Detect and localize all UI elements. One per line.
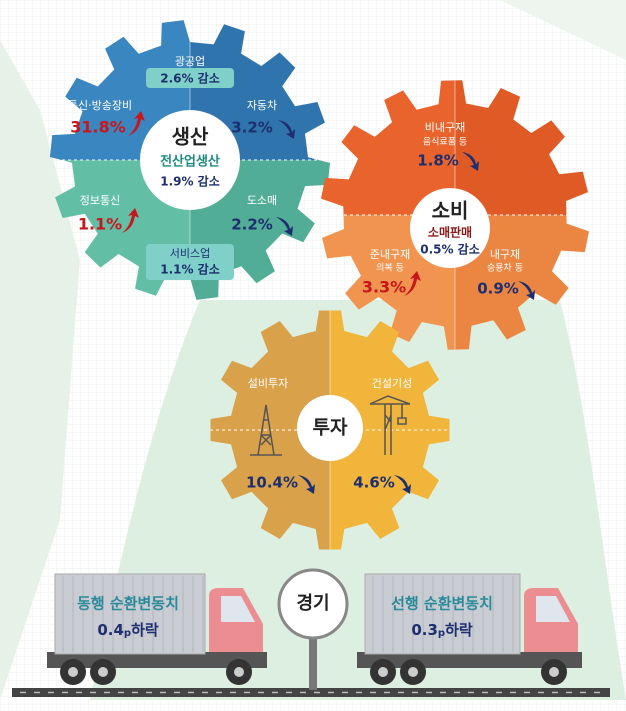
summary-label: 전산업생산: [160, 154, 220, 170]
unit: p: [124, 628, 131, 639]
economy-sign: 경기: [277, 568, 349, 690]
hub: [297, 395, 363, 461]
value: 2.6% 감소: [160, 71, 220, 86]
hub: [234, 667, 244, 677]
production-panel: 생산 전산업생산 1.9% 감소 광공업 2.6% 감소 통신·방송장비 31.…: [68, 55, 295, 280]
hub: [378, 667, 388, 677]
up-arrow: [404, 271, 421, 296]
label: 준내구재: [370, 248, 410, 261]
hub: [98, 667, 108, 677]
value: 1.8%: [417, 152, 459, 170]
title: 투자: [313, 417, 348, 439]
value: 0.9%: [477, 280, 519, 298]
label: 동행 순환변동치: [77, 595, 179, 613]
label: 서비스업: [170, 247, 210, 260]
sign: [277, 568, 349, 640]
title: 생산: [172, 125, 209, 149]
change: 하락: [445, 621, 473, 639]
container: [54, 573, 206, 655]
road: [12, 688, 610, 697]
pole: [309, 630, 317, 690]
hub: [68, 667, 78, 677]
label: 통신·방송장비: [68, 99, 132, 112]
value: 10.4%: [246, 474, 298, 492]
label: 정보통신: [80, 194, 120, 207]
hub: [549, 667, 559, 677]
label: 선행 순환변동치: [391, 595, 493, 613]
hill: [500, 0, 626, 60]
value: 2.2%: [231, 216, 273, 234]
truck: [357, 573, 582, 685]
label: 내구재: [490, 248, 520, 261]
value: 4.6%: [353, 474, 395, 492]
hub: [140, 110, 240, 210]
summary-label: 소매판매: [428, 225, 472, 240]
value-box: [146, 244, 234, 280]
investment-panel: 투자 설비투자 건설기성 10.4% 4.6%: [246, 377, 412, 494]
hub: [410, 188, 490, 268]
window: [221, 596, 255, 622]
sublabel: 음식료품 등: [423, 137, 467, 148]
value: 0.3p하락: [411, 621, 473, 640]
unit: p: [438, 628, 445, 639]
label: 비내구재: [425, 121, 465, 134]
consumption-panel: 소비 소매판매 0.5% 감소 비내구재 음식료품 등 1.8% 준내구재 의복…: [362, 121, 535, 300]
label: 광공업: [175, 55, 205, 68]
sublabel: 승용차 등: [487, 262, 523, 274]
number: 0.4: [97, 621, 124, 639]
summary: 1.9% 감소: [160, 174, 220, 189]
value-box: [146, 68, 234, 88]
summary: 0.5% 감소: [420, 242, 480, 257]
down-arrow: [394, 475, 411, 494]
up-arrow: [128, 111, 145, 136]
value: 1.1% 감소: [160, 262, 220, 277]
truck: [47, 573, 267, 685]
truck-labels: 동행 순환변동치 0.4p하락 선행 순환변동치 0.3p하락: [77, 595, 493, 640]
value: 0.4p하락: [97, 621, 159, 640]
up-arrow: [122, 208, 139, 233]
change: 하락: [131, 621, 159, 639]
down-arrow: [298, 475, 315, 494]
value: 3.2%: [231, 119, 273, 137]
number: 0.3: [411, 621, 438, 639]
crane-icon: [369, 395, 411, 455]
value: 31.8%: [70, 118, 126, 137]
sublabel: 의복 등: [376, 263, 404, 274]
down-arrow: [278, 120, 295, 139]
label: 건설기성: [372, 377, 412, 390]
label: 도소매: [247, 194, 277, 207]
down-arrow: [518, 281, 535, 300]
label: 설비투자: [248, 377, 288, 390]
value: 1.1%: [78, 215, 122, 234]
down-arrow: [276, 217, 293, 236]
value: 3.3%: [362, 278, 406, 297]
down-arrow: [462, 152, 479, 171]
oil-rig-icon: [250, 404, 282, 456]
hub: [408, 667, 418, 677]
title: 소비: [432, 199, 469, 223]
window: [536, 596, 570, 622]
title: 경기: [296, 593, 329, 614]
label: 자동차: [247, 99, 277, 112]
trucks: [47, 573, 582, 685]
